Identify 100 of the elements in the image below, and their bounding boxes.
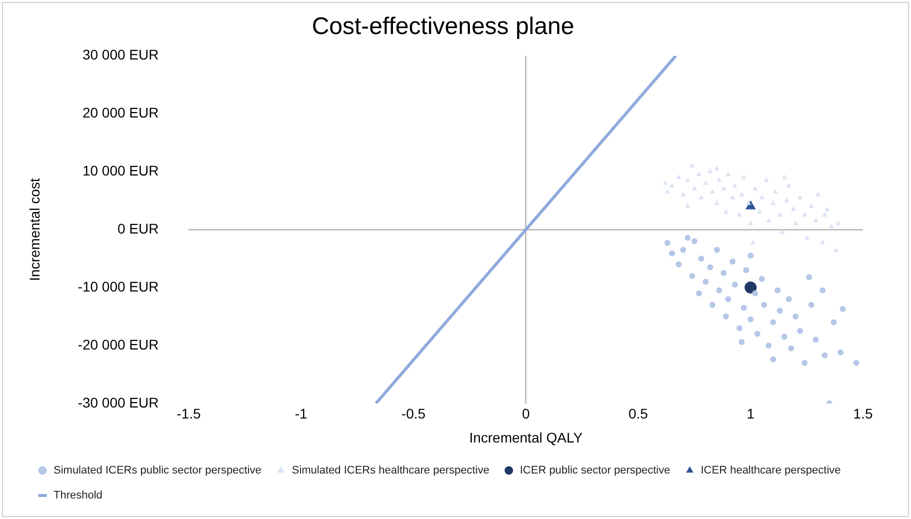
point: [786, 183, 792, 188]
point: [669, 183, 675, 188]
x-tick-label: 0: [522, 406, 530, 422]
point: [668, 250, 675, 256]
point: [808, 302, 814, 308]
point: [696, 172, 702, 176]
y-tick-label: -30 000 EUR: [78, 394, 159, 410]
point: [766, 218, 772, 222]
y-axis-title: Incremental cost: [26, 178, 42, 281]
y-tick-label: 0 EUR: [117, 220, 159, 236]
point: [822, 352, 828, 358]
point: [782, 174, 787, 179]
point: [802, 360, 808, 366]
point: [748, 220, 754, 226]
y-tick-label: 20 000 EUR: [82, 104, 159, 121]
point: [836, 220, 841, 226]
point: [716, 287, 722, 294]
point: [830, 319, 837, 326]
point: [853, 360, 860, 366]
point: [812, 336, 819, 343]
point: [680, 246, 686, 253]
point: [770, 200, 776, 206]
point: [722, 314, 729, 320]
x-axis-title: Incremental QALY: [469, 429, 584, 446]
point: [676, 261, 682, 268]
point: [779, 229, 785, 234]
point: [721, 186, 726, 191]
x-tick-label: -1.5: [176, 406, 202, 422]
point: [714, 246, 720, 253]
point: [822, 212, 828, 217]
point: [790, 206, 796, 211]
point: [772, 188, 778, 194]
point: [781, 334, 788, 340]
y-tick-label: -10 000 EUR: [78, 278, 159, 294]
point: [748, 252, 754, 259]
point: [754, 330, 760, 337]
x-tick-label: 1: [746, 406, 755, 422]
point: [692, 186, 698, 191]
point: [840, 306, 846, 312]
chart-title: Cost-effectiveness plane: [312, 13, 574, 40]
point: [732, 183, 738, 188]
point: [696, 290, 702, 296]
legend-label: ICER healthcare perspective: [700, 464, 841, 477]
point: [732, 282, 738, 288]
point: [813, 218, 818, 222]
y-tick-label: 30 000 EUR: [82, 46, 159, 63]
point: [720, 270, 727, 276]
point: [684, 234, 691, 241]
point: [820, 240, 826, 244]
point: [748, 316, 754, 322]
point: [726, 172, 731, 176]
point: [774, 287, 781, 294]
point: [716, 177, 722, 182]
point: [685, 177, 690, 182]
point: [676, 174, 682, 179]
point: [709, 302, 716, 308]
point: [707, 264, 714, 270]
point: [820, 287, 826, 294]
point: [770, 356, 776, 362]
x-tick-label: -1: [294, 406, 308, 422]
y-tick-label: -20 000 EUR: [78, 336, 159, 352]
point: [680, 192, 686, 196]
point: [702, 278, 709, 285]
point: [689, 272, 696, 279]
point: [770, 319, 776, 326]
legend-label: Simulated ICERs public sector perspective: [54, 464, 262, 477]
point: [784, 198, 790, 202]
legend-label: Threshold: [54, 490, 102, 502]
point: [739, 192, 744, 196]
x-tick-label: 1.5: [853, 406, 873, 422]
point: [690, 162, 695, 168]
point: [802, 212, 808, 217]
x-tick-label: -0.5: [401, 406, 426, 422]
point: [792, 220, 798, 226]
point: [738, 338, 745, 345]
point: [745, 200, 756, 210]
point: [752, 290, 758, 296]
point: [698, 256, 704, 262]
point: [685, 203, 690, 208]
point: [797, 328, 804, 334]
point: [714, 200, 720, 206]
point: [792, 314, 799, 320]
point: [804, 235, 810, 240]
point: [764, 177, 769, 182]
point: [691, 238, 698, 244]
point: [736, 212, 742, 217]
point: [806, 274, 812, 280]
point: [838, 349, 844, 356]
point: [736, 325, 742, 332]
legend-label: ICER public sector perspective: [520, 464, 670, 477]
point: [824, 206, 830, 212]
point: [740, 304, 747, 311]
point: [788, 345, 794, 352]
point: [786, 296, 792, 302]
point: [758, 276, 765, 282]
point: [730, 258, 736, 264]
point: [766, 342, 772, 348]
point: [664, 188, 670, 194]
point: [776, 308, 783, 314]
legend-label: Simulated ICERs healthcare perspective: [292, 464, 490, 477]
